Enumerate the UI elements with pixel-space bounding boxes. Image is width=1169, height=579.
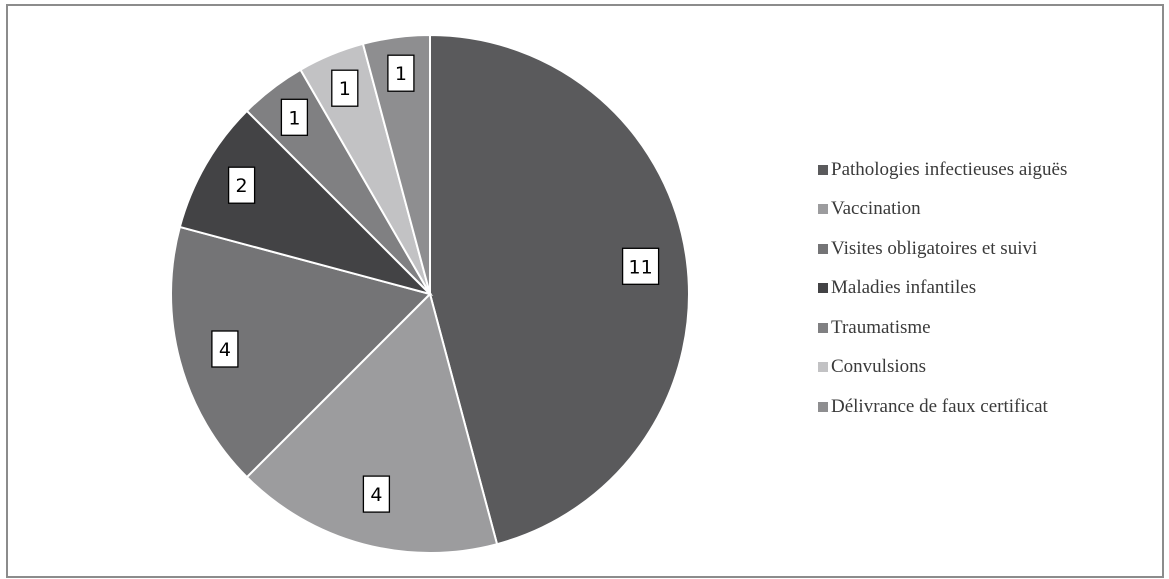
data-label-value: 1 — [339, 78, 351, 100]
legend-item-pathologies-infectieuses-aigues: Pathologies infectieuses aiguës — [818, 150, 1148, 190]
pie-slice-visites-obligatoires-et-suivi — [170, 225, 432, 479]
legend-label: Visites obligatoires et suivi — [831, 237, 1038, 259]
data-label-value: 4 — [370, 484, 382, 506]
legend-item-traumatisme: Traumatisme — [818, 308, 1148, 348]
data-label-box — [621, 247, 660, 285]
data-label-visites-obligatoires-et-suivi: 4 — [211, 330, 239, 368]
data-label-box — [331, 69, 359, 107]
legend-label: Pathologies infectieuses aiguës — [831, 158, 1068, 180]
data-label-value: 11 — [629, 256, 653, 278]
pie-slice-pathologies-infectieuses-aigues — [429, 33, 690, 546]
data-label-traumatisme: 1 — [280, 98, 309, 136]
data-label-value: 1 — [288, 107, 300, 129]
legend-swatch — [818, 401, 828, 412]
data-label-box — [387, 54, 415, 92]
legend-label: Délivrance de faux certificat — [831, 395, 1048, 417]
legend-item-delivrance-de-faux-certificat: Délivrance de faux certificat — [818, 387, 1148, 427]
legend-swatch — [818, 164, 828, 175]
pie-slice-maladies-infantiles — [178, 109, 434, 296]
legend-swatch — [818, 283, 828, 294]
data-label-vaccination: 4 — [362, 475, 391, 513]
pie-slice-delivrance-de-faux-certificat — [361, 33, 431, 295]
data-label-value: 2 — [236, 175, 248, 197]
legend-item-convulsions: Convulsions — [818, 348, 1148, 388]
legend-swatch — [818, 322, 828, 333]
legend-item-maladies-infantiles: Maladies infantiles — [818, 269, 1148, 309]
pie-slice-vaccination — [245, 292, 499, 554]
legend-swatch — [818, 204, 828, 215]
legend-label: Traumatisme — [831, 316, 931, 338]
data-label-box — [280, 98, 309, 136]
data-label-value: 1 — [395, 63, 407, 85]
data-label-delivrance-de-faux-certificat: 1 — [387, 54, 415, 92]
legend-label: Convulsions — [831, 356, 927, 378]
data-label-maladies-infantiles: 2 — [227, 166, 256, 204]
legend-swatch — [818, 362, 828, 373]
legend-item-visites-obligatoires-et-suivi: Visites obligatoires et suivi — [818, 229, 1148, 269]
data-label-box — [227, 166, 256, 204]
data-label-box — [211, 330, 239, 368]
legend-swatch — [818, 243, 828, 254]
legend-item-vaccination: Vaccination — [818, 190, 1148, 230]
data-label-box — [362, 475, 391, 513]
legend-label: Vaccination — [831, 198, 921, 220]
data-label-pathologies-infectieuses-aigues: 11 — [621, 247, 660, 285]
legend-label: Maladies infantiles — [831, 277, 977, 299]
legend: Pathologies infectieuses aiguës Vaccinati… — [818, 150, 1148, 427]
data-label-convulsions: 1 — [331, 69, 359, 107]
data-label-value: 4 — [219, 339, 231, 361]
